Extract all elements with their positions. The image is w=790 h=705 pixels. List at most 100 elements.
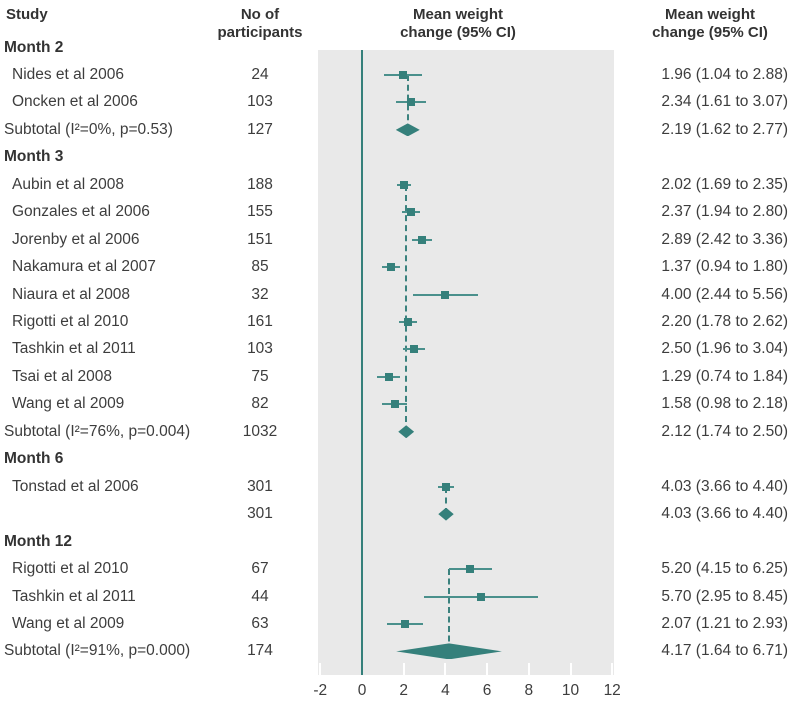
- zero-reference-line: [361, 50, 363, 675]
- point-estimate-square: [410, 345, 419, 354]
- participants-count: 85: [251, 258, 269, 276]
- estimate-text: 2.20 (1.78 to 2.62): [661, 313, 788, 330]
- point-estimate-square: [406, 98, 415, 107]
- participants-count: 63: [251, 614, 269, 632]
- study-label: Oncken et al 2006: [12, 93, 138, 111]
- point-estimate-square: [390, 400, 399, 409]
- subtotal-label: Subtotal (I²=91%, p=0.000): [4, 642, 191, 660]
- plot-background: [318, 50, 614, 675]
- estimate-text: 5.20 (4.15 to 6.25): [661, 560, 788, 578]
- estimate-text: 2.89 (2.42 to 3.36): [661, 230, 788, 248]
- column-header-values-line2: change (95% CI): [652, 24, 768, 41]
- x-axis-tick: [486, 663, 489, 675]
- participants-count: 161: [247, 313, 273, 330]
- x-axis-tick: [569, 663, 572, 675]
- column-header-plot: Mean weight change (95% CI): [383, 6, 533, 42]
- x-axis-tick-label: 6: [482, 682, 492, 699]
- estimate-text: 1.37 (0.94 to 1.80): [661, 258, 788, 276]
- estimate-text: 2.37 (1.94 to 2.80): [661, 203, 788, 221]
- study-label: Tsai et al 2008: [12, 367, 112, 385]
- participants-count: 32: [251, 285, 269, 303]
- column-header-plot-line2: change (95% CI): [400, 24, 516, 41]
- x-axis-tick: [611, 663, 614, 675]
- pooled-estimate-dashed-line: [445, 486, 448, 515]
- estimate-text: 4.17 (1.64 to 6.71): [661, 642, 788, 660]
- study-label: Nakamura et al 2007: [12, 258, 156, 276]
- subtotal-diamond: [395, 123, 420, 137]
- estimate-text: 2.02 (1.69 to 2.35): [661, 175, 788, 193]
- participants-count: 24: [251, 65, 269, 83]
- study-label: Rigotti et al 2010: [12, 560, 129, 578]
- x-axis-tick-label: 10: [561, 682, 580, 699]
- x-axis-tick-label: -2: [313, 682, 328, 699]
- group-label: Month 6: [4, 450, 64, 468]
- subtotal-diamond: [438, 507, 454, 521]
- x-axis-tick-label: 8: [524, 682, 534, 699]
- estimate-text: 2.19 (1.62 to 2.77): [661, 120, 788, 138]
- participants-count: 155: [247, 203, 273, 221]
- estimate-text: 2.50 (1.96 to 3.04): [661, 340, 788, 358]
- point-estimate-square: [398, 70, 407, 79]
- point-estimate-square: [466, 565, 475, 574]
- group-label: Month 3: [4, 148, 64, 166]
- study-label: Tonstad et al 2006: [12, 477, 139, 495]
- study-label: Tashkin et al 2011: [12, 340, 136, 358]
- point-estimate-square: [442, 482, 451, 491]
- estimate-text: 1.58 (0.98 to 2.18): [661, 395, 788, 413]
- point-estimate-square: [403, 318, 412, 326]
- x-axis-tick: [402, 663, 405, 675]
- participants-count: 103: [247, 340, 273, 358]
- group-label: Month 2: [4, 38, 64, 56]
- estimate-text: 4.03 (3.66 to 4.40): [661, 505, 788, 523]
- column-header-study: Study: [6, 6, 48, 23]
- participants-count: 174: [247, 642, 273, 660]
- column-header-values: Mean weight change (95% CI): [629, 6, 790, 42]
- column-header-participants: No of participants: [185, 6, 335, 42]
- point-estimate-square: [476, 592, 485, 601]
- estimate-text: 2.12 (1.74 to 2.50): [661, 422, 788, 440]
- estimate-text: 2.07 (1.21 to 2.93): [661, 614, 788, 632]
- column-header-participants-line1: No of: [240, 6, 280, 23]
- x-axis-tick: [319, 663, 322, 675]
- study-label: Tashkin et al 2011: [12, 587, 136, 605]
- point-estimate-square: [400, 180, 409, 189]
- study-label: Wang et al 2009: [12, 614, 125, 632]
- estimate-text: 1.29 (0.74 to 1.84): [661, 367, 788, 385]
- point-estimate-square: [418, 235, 427, 244]
- study-label: Wang et al 2009: [12, 395, 125, 413]
- x-axis-tick-label: 0: [357, 682, 367, 699]
- study-label: Niaura et al 2008: [12, 285, 131, 303]
- x-axis-tick-label: 12: [603, 682, 621, 699]
- participants-count: 301: [247, 477, 273, 495]
- participants-count: 44: [251, 587, 269, 605]
- x-axis-tick: [444, 663, 447, 675]
- study-label: Nides et al 2006: [12, 65, 125, 83]
- study-label: Gonzales et al 2006: [12, 203, 150, 221]
- group-label: Month 12: [4, 532, 73, 550]
- x-axis-tick: [527, 663, 530, 675]
- point-estimate-square: [407, 208, 416, 217]
- participants-count: 103: [247, 93, 273, 111]
- estimate-text: 4.00 (2.44 to 5.56): [661, 285, 788, 303]
- estimate-text: 2.34 (1.61 to 3.07): [661, 93, 788, 111]
- pooled-estimate-dashed-line: [447, 569, 450, 652]
- subtotal-label: Subtotal (I²=0%, p=0.53): [4, 120, 173, 138]
- point-estimate-square: [386, 263, 395, 272]
- column-header-participants-line2: participants: [217, 24, 303, 41]
- subtotal-diamond: [398, 425, 415, 439]
- study-label: Aubin et al 2008: [12, 175, 125, 193]
- participants-count: 1032: [242, 422, 278, 440]
- estimate-text: 4.03 (3.66 to 4.40): [661, 477, 788, 495]
- subtotal-diamond: [396, 643, 502, 660]
- participants-count: 82: [251, 395, 269, 413]
- study-label: Jorenby et al 2006: [12, 230, 140, 248]
- participants-count: 301: [247, 505, 273, 523]
- participants-count: 75: [251, 367, 269, 385]
- point-estimate-square: [401, 619, 410, 628]
- column-header-values-line1: Mean weight: [664, 6, 755, 23]
- point-estimate-square: [441, 290, 450, 299]
- column-header-plot-line1: Mean weight: [412, 6, 503, 23]
- point-estimate-square: [384, 372, 393, 381]
- participants-count: 67: [251, 560, 269, 578]
